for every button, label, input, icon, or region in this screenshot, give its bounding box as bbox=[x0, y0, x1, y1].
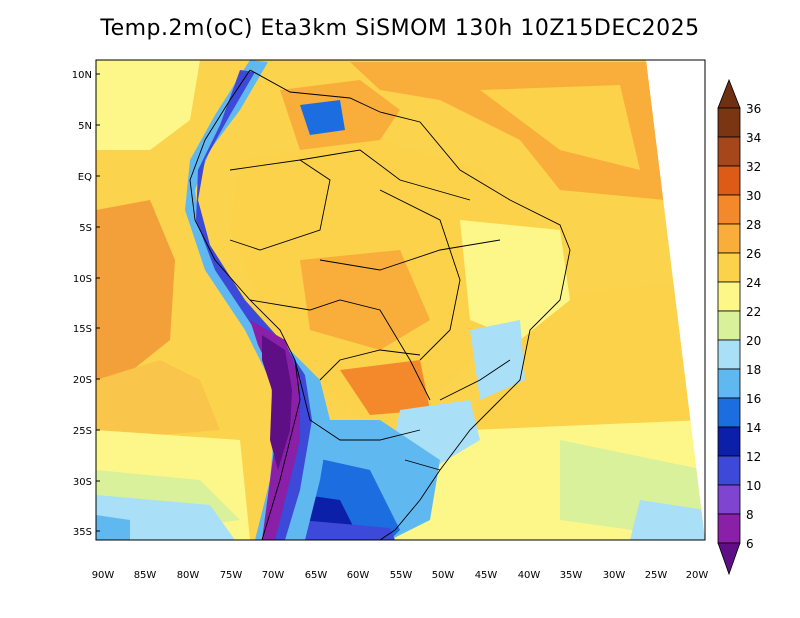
lat-label-15s: 15S bbox=[73, 324, 92, 335]
map-title: Temp.2m(oC) Eta3km SiSMOM 130h 10Z15DEC2… bbox=[100, 16, 700, 41]
lat-label-10n: 10N bbox=[72, 70, 92, 81]
field-minas-cool bbox=[470, 320, 525, 400]
colorbar-label-24: 24 bbox=[746, 276, 761, 290]
colorbar-bin-10-12 bbox=[717, 455, 741, 486]
lon-label-90w: 90W bbox=[92, 570, 115, 581]
border-brazil-states-2 bbox=[319, 239, 501, 271]
lon-label-35w: 35W bbox=[560, 570, 583, 581]
lon-label-45w: 45W bbox=[475, 570, 498, 581]
lat-label-10s: 10S bbox=[73, 274, 92, 285]
lat-label-5n: 5N bbox=[78, 121, 92, 132]
colorbar-label-22: 22 bbox=[746, 305, 761, 319]
lat-label-eq: EQ bbox=[78, 172, 92, 183]
field-southern-pacific-cold bbox=[96, 495, 235, 540]
political-borders bbox=[189, 69, 571, 541]
border-uruguay bbox=[404, 459, 441, 471]
lon-axis: 90W 85W 80W 75W 70W 65W 60W 55W 50W 45W … bbox=[92, 570, 709, 581]
lat-label-30s: 30S bbox=[73, 477, 92, 488]
border-bolivia bbox=[249, 299, 431, 401]
colorbar-bin-34-36 bbox=[717, 107, 741, 138]
field-northeast bbox=[460, 220, 570, 340]
colorbar-bin-6-8 bbox=[717, 513, 741, 544]
colorbar-label-20: 20 bbox=[746, 334, 761, 348]
field-pacific-north bbox=[96, 60, 200, 150]
colorbar-label-36: 36 bbox=[746, 102, 761, 116]
colorbar-bin-8-10 bbox=[717, 484, 741, 515]
lon-label-60w: 60W bbox=[347, 570, 370, 581]
colorbar-bin-12-14 bbox=[717, 426, 741, 457]
lon-label-75w: 75W bbox=[220, 570, 243, 581]
colorbar-bin-22-24 bbox=[717, 281, 741, 312]
lon-label-70w: 70W bbox=[262, 570, 285, 581]
field-central-warm bbox=[300, 250, 430, 350]
field-patagonia-coldest bbox=[300, 520, 395, 540]
lon-label-50w: 50W bbox=[432, 570, 455, 581]
border-colombia-peru bbox=[229, 159, 331, 251]
lat-label-35s: 35S bbox=[73, 527, 92, 538]
west-coastline bbox=[189, 69, 301, 541]
colorbar-bin-18-20 bbox=[717, 339, 741, 370]
border-paraguay bbox=[319, 349, 421, 381]
border-venezuela-brazil bbox=[299, 149, 471, 201]
colorbar-bin-16-18 bbox=[717, 368, 741, 399]
colorbar-label-14: 14 bbox=[746, 421, 761, 435]
lon-label-85w: 85W bbox=[134, 570, 157, 581]
lon-label-55w: 55W bbox=[390, 570, 413, 581]
border-argentina-north bbox=[294, 359, 421, 441]
east-coastline bbox=[249, 69, 571, 541]
colorbar: 36 34 32 30 28 26 24 22 20 18 16 14 12 1… bbox=[717, 78, 761, 576]
lon-label-40w: 40W bbox=[518, 570, 541, 581]
field-atlantic-band bbox=[480, 85, 640, 170]
colorbar-label-8: 8 bbox=[746, 508, 754, 522]
colorbar-bin-32-34 bbox=[717, 136, 741, 167]
colorbar-top-arrow bbox=[717, 78, 741, 109]
lon-label-30w: 30W bbox=[603, 570, 626, 581]
colorbar-bin-26-28 bbox=[717, 223, 741, 254]
lon-label-20w: 20W bbox=[686, 570, 709, 581]
colorbar-label-28: 28 bbox=[746, 218, 761, 232]
colorbar-label-16: 16 bbox=[746, 392, 761, 406]
field-tepuis-cold bbox=[300, 100, 345, 135]
colorbar-label-10: 10 bbox=[746, 479, 761, 493]
colorbar-bin-20-22 bbox=[717, 310, 741, 341]
field-pacific-warm bbox=[96, 200, 175, 380]
field-southern-pacific-colder bbox=[96, 515, 130, 540]
colorbar-bin-24-26 bbox=[717, 252, 741, 283]
colorbar-bin-14-16 bbox=[717, 397, 741, 428]
colorbar-label-12: 12 bbox=[746, 450, 761, 464]
colorbar-label-6: 6 bbox=[746, 537, 754, 551]
lat-label-20s: 20S bbox=[73, 375, 92, 386]
field-pacific-mid bbox=[96, 360, 220, 440]
temperature-field bbox=[96, 60, 705, 540]
colorbar-label-32: 32 bbox=[746, 160, 761, 174]
colorbar-bottom-arrow bbox=[717, 542, 741, 576]
colorbar-bin-30-32 bbox=[717, 165, 741, 196]
colorbar-bin-28-30 bbox=[717, 194, 741, 225]
lat-label-5s: 5S bbox=[79, 223, 92, 234]
colorbar-label-18: 18 bbox=[746, 363, 761, 377]
lon-label-80w: 80W bbox=[177, 570, 200, 581]
border-brazil-states-3 bbox=[439, 359, 511, 401]
field-south-atlantic-cold bbox=[630, 500, 705, 540]
colorbar-label-30: 30 bbox=[746, 189, 761, 203]
colorbar-label-34: 34 bbox=[746, 131, 761, 145]
colorbar-label-26: 26 bbox=[746, 247, 761, 261]
lon-label-25w: 25W bbox=[645, 570, 668, 581]
lat-axis: 10N 5N EQ 5S 10S 15S 20S 25S 30S 35S bbox=[72, 70, 100, 538]
lat-label-25s: 25S bbox=[73, 426, 92, 437]
border-brazil-states-1 bbox=[379, 189, 461, 361]
lon-label-65w: 65W bbox=[305, 570, 328, 581]
field-chaco-hot bbox=[340, 360, 430, 415]
field-altiplano-core bbox=[262, 335, 292, 470]
map-frame bbox=[95, 59, 706, 541]
